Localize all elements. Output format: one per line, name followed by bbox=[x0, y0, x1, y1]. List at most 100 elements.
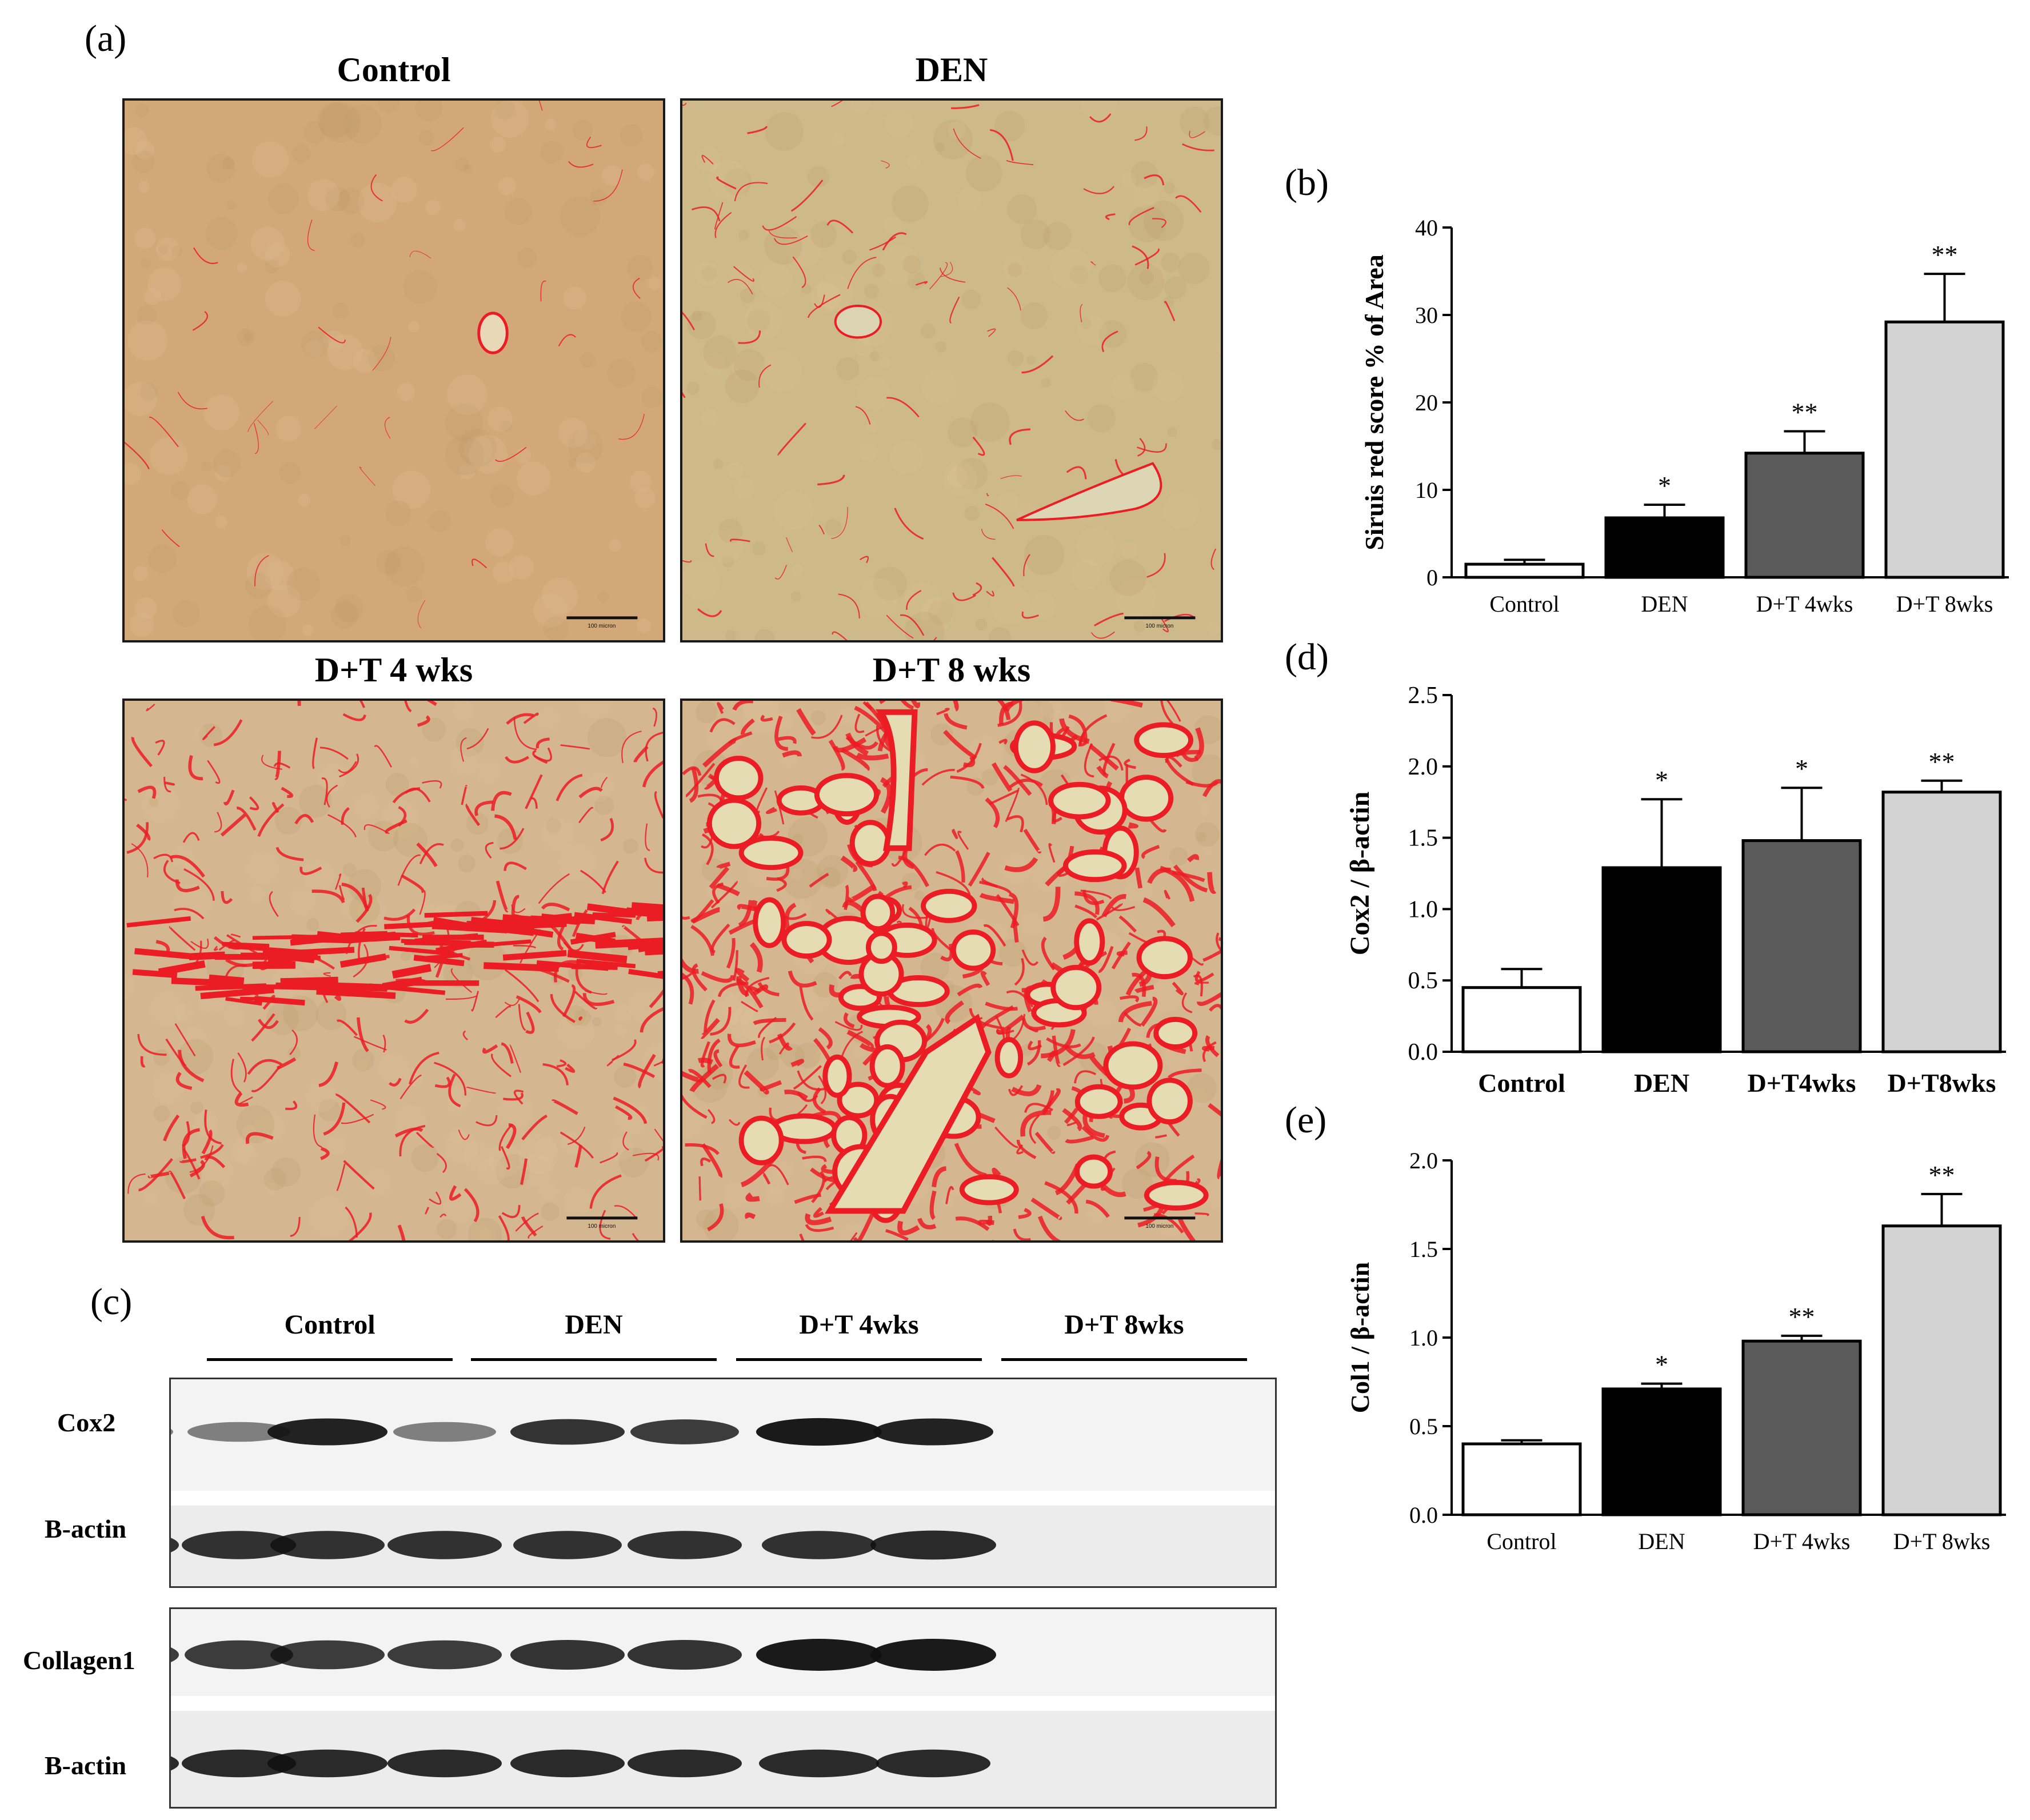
fibrosis-strand bbox=[1209, 1004, 1221, 1012]
fibrosis-strand bbox=[334, 873, 342, 890]
fibrosis-strand bbox=[846, 1029, 874, 1049]
fibrosis-strand bbox=[290, 1217, 301, 1237]
tissue-texture bbox=[1207, 621, 1220, 635]
panel-e-letter: (e) bbox=[1285, 1099, 1327, 1141]
fibrosis-strand bbox=[757, 981, 780, 997]
tissue-texture bbox=[857, 376, 891, 410]
fibrosis-strand bbox=[997, 701, 1022, 727]
fibrosis-strand bbox=[1085, 1199, 1110, 1218]
fibrosis-strand bbox=[1177, 1216, 1196, 1240]
fibrosis-strand bbox=[954, 1143, 987, 1178]
fibrosis-strand bbox=[894, 508, 924, 540]
chart-col1: 0.0 0.5 1.0 1.5 2.0 Col1 / β-actin Control * DEN… bbox=[1337, 1132, 2023, 1566]
tissue-texture bbox=[989, 923, 1008, 942]
fibrosis-strand bbox=[1101, 330, 1118, 353]
fibrosis-strand bbox=[1128, 822, 1139, 829]
fibrosis-strand bbox=[714, 211, 732, 238]
fibrosis-strand bbox=[1074, 1070, 1097, 1084]
scale-bar bbox=[1124, 1216, 1196, 1220]
tissue-texture bbox=[636, 618, 652, 633]
fibrosis-strand bbox=[950, 775, 985, 789]
fibrosis-strand bbox=[940, 261, 953, 277]
bar bbox=[1604, 516, 1725, 579]
fibrosis-strand bbox=[313, 1114, 322, 1148]
tissue-texture bbox=[836, 357, 860, 381]
fibrosis-strand bbox=[737, 904, 757, 912]
tissue-texture bbox=[1164, 182, 1176, 194]
bar bbox=[1881, 1224, 2002, 1516]
category-label: DEN bbox=[1638, 1528, 1685, 1554]
tissue-texture bbox=[142, 1189, 159, 1206]
fibrosis-strand bbox=[384, 417, 391, 439]
fibrosis-strand bbox=[189, 1145, 214, 1173]
tissue-texture bbox=[490, 484, 514, 508]
fibrosis-strand bbox=[501, 1205, 521, 1218]
fibrosis-strand bbox=[451, 968, 472, 993]
fibrosis-strand bbox=[320, 1147, 330, 1160]
fibrosis-strand bbox=[998, 739, 1008, 745]
y-tick-label: 20 bbox=[1415, 390, 1438, 416]
tissue-texture bbox=[948, 121, 966, 139]
tissue-texture bbox=[403, 270, 437, 304]
y-tick-label: 0.5 bbox=[1409, 1414, 1438, 1439]
category-label: D+T 4wks bbox=[1756, 591, 1853, 617]
fibrosis-strand bbox=[462, 1030, 469, 1041]
fibrosis-strand bbox=[682, 958, 699, 974]
fibrosis-strand bbox=[182, 832, 200, 843]
fibrosis-strand bbox=[600, 1152, 618, 1164]
regenerative-nodule bbox=[869, 1044, 905, 1088]
regenerative-nodule bbox=[1048, 781, 1111, 820]
fibrosis-strand bbox=[436, 1153, 447, 1174]
tissue-texture bbox=[445, 404, 483, 442]
fibrosis-strand bbox=[1041, 1029, 1076, 1059]
tissue-texture bbox=[268, 183, 299, 214]
fibrosis-strand bbox=[734, 182, 768, 202]
blot-band bbox=[510, 1640, 625, 1670]
tissue-texture bbox=[206, 154, 235, 183]
fibrosis-strand bbox=[1011, 1084, 1042, 1096]
fibrosis-strand bbox=[986, 493, 989, 497]
regenerative-nodule bbox=[921, 888, 977, 923]
tissue-texture bbox=[921, 369, 957, 404]
tissue-texture bbox=[854, 338, 873, 357]
fibrosis-strand bbox=[238, 1096, 253, 1105]
fibrosis-strand bbox=[314, 405, 338, 429]
tissue-texture bbox=[199, 1180, 225, 1207]
fibrosis-strand bbox=[449, 1185, 462, 1201]
tissue-texture bbox=[850, 101, 871, 114]
fibrosis-strand bbox=[1062, 1108, 1082, 1132]
fibrosis-strand bbox=[1208, 1103, 1221, 1117]
tissue-texture bbox=[464, 436, 493, 465]
fibrosis-strand bbox=[223, 789, 235, 806]
fibrosis-strand bbox=[419, 843, 444, 865]
fibrosis-strand bbox=[1118, 915, 1137, 933]
tissue-texture bbox=[754, 629, 775, 640]
tissue-texture bbox=[791, 564, 804, 577]
tissue-texture bbox=[178, 1039, 214, 1075]
tissue-texture bbox=[890, 441, 924, 474]
fibrosis-strand bbox=[463, 1188, 479, 1223]
tissue-texture bbox=[930, 723, 953, 746]
fibrosis-strand bbox=[140, 1056, 146, 1068]
tissue-texture bbox=[968, 736, 1004, 772]
fibrosis-strand bbox=[538, 101, 543, 111]
fibrosis-strand bbox=[471, 991, 479, 1012]
tissue-texture bbox=[1002, 256, 1026, 280]
tissue-texture bbox=[453, 218, 466, 232]
fibrosis-strand bbox=[640, 1007, 663, 1033]
tissue-texture bbox=[467, 940, 507, 980]
tissue-texture bbox=[1188, 1088, 1208, 1108]
tissue-texture bbox=[331, 601, 358, 629]
fibrosis-strand bbox=[1006, 159, 1034, 166]
fibrosis-strand bbox=[614, 1205, 636, 1218]
fibrosis-strand bbox=[987, 328, 996, 337]
fibrosis-strand bbox=[778, 736, 797, 744]
fibrosis-strand bbox=[970, 1087, 981, 1096]
tissue-texture bbox=[533, 593, 568, 628]
fibrosis-strand bbox=[758, 1016, 777, 1039]
tissue-texture bbox=[682, 1100, 705, 1140]
fibrosis-strand bbox=[601, 776, 608, 788]
fibrosis-strand bbox=[323, 972, 331, 977]
tissue-texture bbox=[584, 772, 614, 802]
tissue-texture bbox=[1130, 161, 1158, 189]
